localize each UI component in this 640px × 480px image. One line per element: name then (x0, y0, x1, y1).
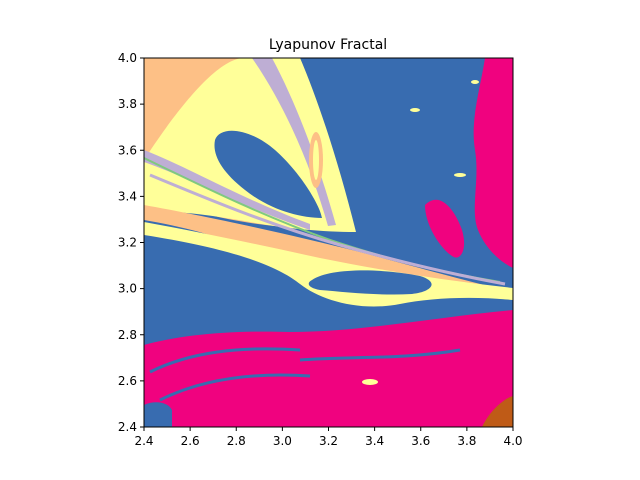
plot-area (144, 58, 513, 427)
region-chaotic-right-mid (425, 199, 465, 258)
x-tick-label: 3.4 (365, 434, 384, 448)
y-tick-label: 3.8 (118, 97, 137, 111)
region-brown-corner (482, 396, 513, 427)
x-tick-label: 3.8 (457, 434, 476, 448)
x-tick-label: 3.2 (319, 434, 338, 448)
region-blue-left-strip (144, 402, 172, 427)
y-tick-label: 3.2 (118, 236, 137, 250)
x-tick-label: 2.8 (227, 434, 246, 448)
region-inner-blue-hook (308, 270, 432, 295)
region-blue-lobe (214, 130, 322, 218)
region-left-lavender (144, 150, 310, 230)
y-tick-label: 3.0 (118, 282, 137, 296)
y-axis: 2.4 2.6 2.8 3.0 3.2 3.4 3.6 3.8 4.0 (118, 51, 144, 434)
x-tick-label: 3.0 (273, 434, 292, 448)
x-tick-label: 3.6 (411, 434, 430, 448)
y-tick-label: 4.0 (118, 51, 137, 65)
y-tick-label: 2.8 (118, 328, 137, 342)
region-yellow-eye (313, 140, 319, 180)
x-tick-label: 2.6 (181, 434, 200, 448)
region-chaotic-upper-right (473, 58, 513, 268)
region-swirl-lavender-streak (149, 173, 506, 286)
y-tick-label: 2.6 (118, 374, 137, 388)
x-tick-label: 2.4 (134, 434, 153, 448)
y-tick-label: 3.4 (118, 189, 137, 203)
y-tick-label: 2.4 (118, 420, 137, 434)
region-yellow-speck (410, 108, 420, 112)
y-tick-label: 3.6 (118, 143, 137, 157)
region-blue-streaks (149, 347, 461, 402)
region-yellow-speck (454, 173, 466, 177)
region-yellow-speck (362, 379, 378, 385)
chart-title: Lyapunov Fractal (269, 37, 387, 53)
region-yellow-speck (471, 80, 479, 84)
region-chaotic-lower (144, 310, 513, 427)
x-axis: 2.4 2.6 2.8 3.0 3.2 3.4 3.6 3.8 4.0 (134, 427, 523, 448)
x-tick-label: 4.0 (503, 434, 522, 448)
